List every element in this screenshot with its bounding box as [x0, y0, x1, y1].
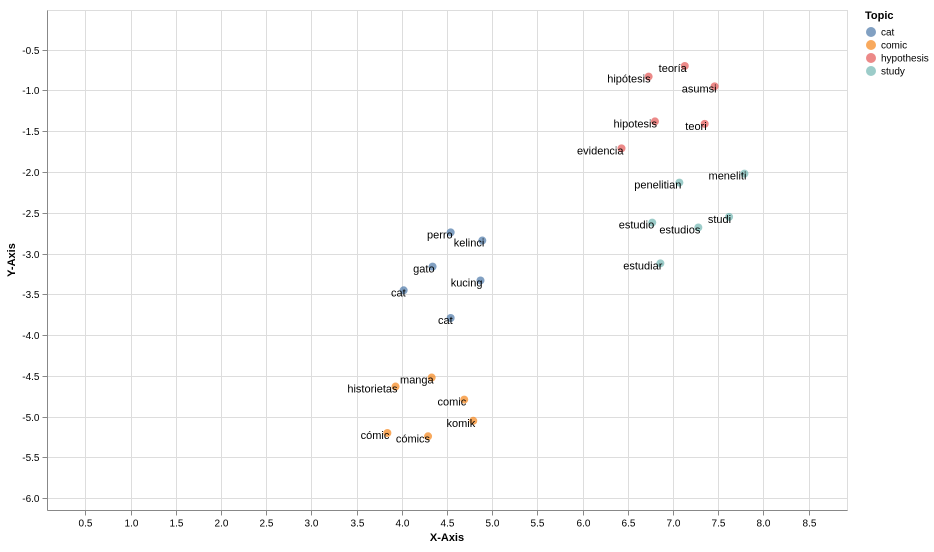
x-axis: 0.5 1.0 1.5 2.0 2.5 3.0 3.5 4.0 4.5 5.0 5.5 6.0 6.5 7… [47, 510, 848, 530]
x-tick-label: 1.5 [170, 519, 184, 530]
x-tick-label: 2.0 [215, 519, 229, 530]
x-tick-label: 5.5 [531, 519, 545, 530]
legend-symbol-hypothesis [866, 53, 876, 63]
point-label: estudiar [623, 260, 662, 272]
data-point-cat [476, 276, 485, 285]
point-label: hipótesis [607, 74, 651, 86]
x-tick-label: 7.5 [712, 519, 726, 530]
data-point-study [694, 223, 703, 232]
legend-symbol-study [866, 66, 876, 76]
point-label: comic [437, 397, 466, 409]
legend-symbol-cat [866, 27, 876, 37]
point-label: teoría [659, 63, 688, 75]
data-point-cat [446, 228, 455, 237]
data-point-hypothesis [710, 82, 719, 91]
y-tick-label: -5.5 [22, 453, 40, 464]
data-point-hypothesis [617, 144, 626, 153]
y-axis: -0.5 -1.0 -1.5 -2.0 -2.5 -3.0 -3.5 -4.0 -4.5 -5.0… [22, 10, 48, 511]
legend-title: Topic [865, 10, 894, 22]
data-point-cat [399, 286, 408, 295]
x-tick-label: 4.0 [396, 519, 410, 530]
data-point-study [725, 212, 734, 221]
x-tick-label: 6.0 [577, 519, 591, 530]
y-tick-label: -6.0 [22, 494, 40, 505]
y-axis-title: Y-Axis [6, 243, 18, 277]
y-tick-label: -5.0 [22, 413, 40, 424]
x-tick-label: 8.0 [757, 519, 771, 530]
x-tick-label: 6.5 [622, 519, 636, 530]
data-point-comic [383, 429, 392, 438]
y-tick-label: -3.5 [22, 290, 40, 301]
point-label: meneliti [709, 171, 747, 183]
data-point-hypothesis [680, 61, 689, 70]
point-label: cat [391, 287, 406, 299]
legend-label: comic [881, 41, 907, 52]
point-label: kelinci [454, 238, 485, 250]
point-label: penelitian [634, 180, 681, 192]
point-label: asumsi [682, 83, 717, 95]
y-tick-label: -4.5 [22, 372, 40, 383]
x-axis-title: X-Axis [430, 532, 464, 544]
data-point-study [656, 259, 665, 268]
data-point-comic [460, 395, 469, 404]
data-point-comic [424, 432, 433, 441]
data-point-comic [391, 382, 400, 391]
data-point-cat [478, 236, 487, 245]
data-point-hypothesis [700, 119, 709, 128]
data-point-hypothesis [644, 72, 653, 81]
data-point-cat [446, 314, 455, 323]
x-tick-label: 0.5 [79, 519, 93, 530]
point-label: gato [413, 264, 434, 276]
data-point-comic [469, 416, 478, 425]
point-label: teori [685, 121, 706, 133]
x-tick-label: 3.0 [305, 519, 319, 530]
data-point-cat [428, 262, 437, 271]
x-tick-label: 2.5 [260, 519, 274, 530]
point-label: estudio [619, 220, 654, 232]
y-tick-label: -1.5 [22, 127, 40, 138]
legend-label: cat [881, 28, 895, 39]
y-tick-label: -3.0 [22, 250, 40, 261]
x-tick-label: 8.5 [803, 519, 817, 530]
y-tick-label: -2.5 [22, 209, 40, 220]
data-point-comic [427, 373, 436, 382]
data-point-hypothesis [650, 117, 659, 126]
point-label: kucing [451, 277, 483, 289]
data-point-study [648, 218, 657, 227]
x-tick-label: 5.0 [486, 519, 500, 530]
point-label: cómics [396, 433, 431, 445]
legend: Topic cat comic hypothesis study [865, 10, 929, 78]
data-point-study [675, 178, 684, 187]
point-label: komik [447, 418, 476, 430]
points [383, 61, 749, 441]
legend-label: study [881, 67, 905, 78]
y-tick-label: -0.5 [22, 46, 40, 57]
point-label: hipotesis [614, 118, 658, 130]
legend-label: hypothesis [881, 54, 929, 65]
y-tick-label: -4.0 [22, 331, 40, 342]
x-tick-label: 3.5 [351, 519, 365, 530]
x-tick-label: 7.0 [667, 519, 681, 530]
point-label: historietas [347, 384, 398, 396]
x-tick-label: 4.5 [441, 519, 455, 530]
point-label: manga [400, 375, 435, 387]
point-label: cómic [361, 430, 390, 442]
y-tick-label: -2.0 [22, 168, 40, 179]
point-label: estudios [659, 224, 700, 236]
y-tick-label: -1.0 [22, 86, 40, 97]
point-label: evidencia [577, 145, 624, 157]
data-point-study [740, 169, 749, 178]
x-tick-label: 1.0 [125, 519, 139, 530]
legend-symbol-comic [866, 40, 876, 50]
point-label: cat [438, 315, 453, 327]
point-label: perro [427, 229, 453, 241]
point-label: studi [708, 214, 731, 226]
grid [47, 10, 848, 511]
